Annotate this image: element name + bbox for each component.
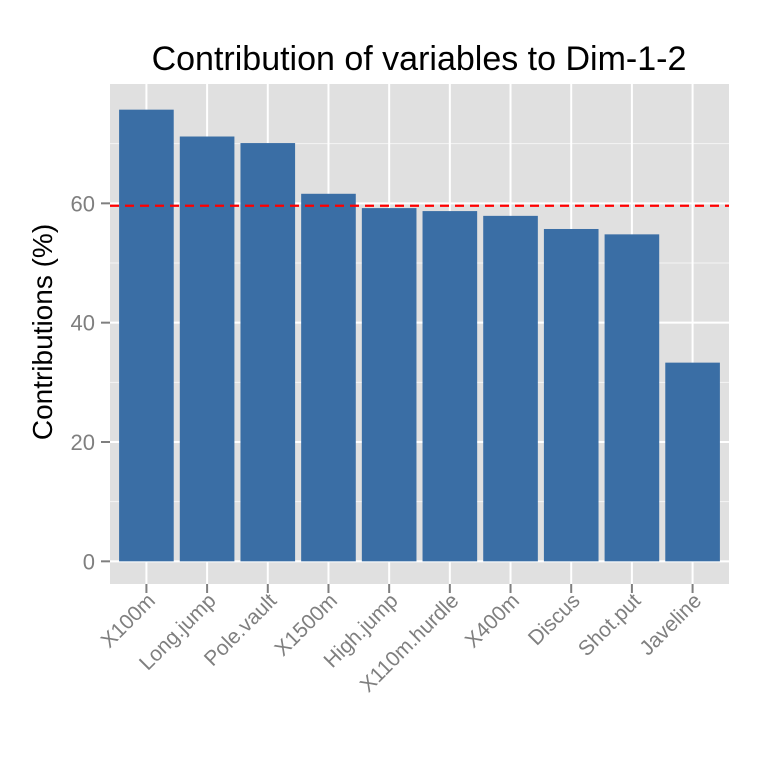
x-tick-label: X400m: [461, 589, 524, 652]
bar-long-jump: [179, 136, 235, 562]
x-tick-label: Javeline: [635, 589, 706, 660]
x-tick-label: Shot.put: [574, 589, 646, 661]
bar-discus: [543, 228, 599, 562]
bar-high-jump: [361, 208, 417, 562]
y-axis-label: Contributions (%): [27, 224, 58, 440]
bar-x1500m: [301, 193, 356, 562]
bar-javeline: [665, 362, 720, 562]
bar-x110m-hurdle: [422, 211, 478, 562]
bar-pole-vault: [240, 143, 296, 562]
chart-title: Contribution of variables to Dim-1-2: [151, 40, 687, 78]
y-tick-label: 60: [71, 191, 95, 216]
y-tick-label: 20: [71, 430, 95, 455]
bar-layer: [119, 109, 720, 562]
x-tick-label: Discus: [524, 589, 585, 650]
bar-shot-put: [604, 234, 660, 562]
y-tick-label: 0: [83, 549, 95, 574]
bar-x400m: [483, 215, 538, 562]
y-tick-label: 40: [71, 311, 95, 336]
bar-x100m: [119, 109, 174, 562]
